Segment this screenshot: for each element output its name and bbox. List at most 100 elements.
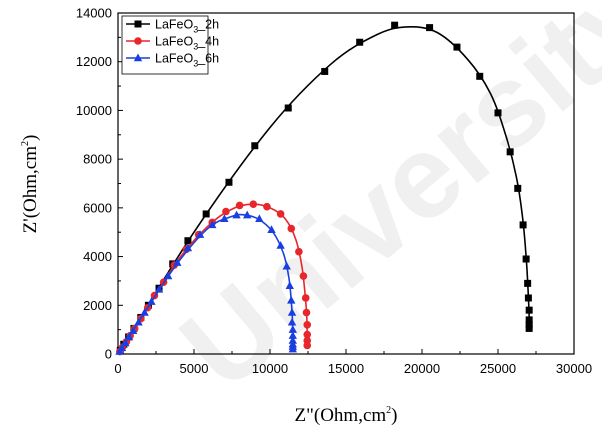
data-point (453, 43, 461, 51)
legend-label: LaFeO3_2h (155, 18, 219, 35)
data-point (222, 207, 230, 216)
x-tick-label: 15000 (328, 361, 364, 376)
data-point (184, 237, 192, 245)
data-point (263, 202, 271, 211)
x-tick-label: 25000 (480, 361, 516, 376)
x-axis-title: Z"(Ohm,cm2) (295, 405, 398, 426)
data-point (147, 297, 156, 305)
legend-item: LaFeO3_4h (126, 35, 219, 52)
data-point (287, 317, 297, 326)
data-point (287, 224, 296, 233)
data-point (276, 210, 285, 218)
axes: 0 5000 10000 15000 20000 25000 30000 0 2000 4000 6… (76, 6, 592, 377)
legend-label-main: LaFeO (155, 18, 193, 32)
data-point (232, 210, 241, 219)
data-point (288, 331, 297, 339)
legend-item: LaFeO3_6h (126, 52, 219, 69)
x-tick-label: 5000 (180, 361, 209, 376)
y-tick-label: 12000 (76, 54, 112, 69)
series-line (117, 26, 531, 355)
data-point (514, 184, 522, 192)
data-point (494, 109, 502, 117)
legend-label-sub: 3 (193, 59, 198, 69)
data-point (303, 330, 312, 339)
legend-label-sub: 3 (193, 42, 198, 52)
data-point (524, 279, 532, 287)
data-point (208, 220, 217, 229)
data-point (522, 255, 530, 263)
data-point (301, 294, 310, 302)
data-point (255, 214, 264, 223)
x-tick-label: 10000 (252, 361, 288, 376)
data-point (154, 284, 164, 293)
data-point (140, 308, 149, 316)
data-point (129, 326, 138, 335)
legend-label-suffix: _4h (197, 35, 219, 49)
data-point (220, 214, 229, 223)
data-point (303, 341, 312, 350)
y-tick-label: 0 (105, 347, 112, 362)
data-point (282, 261, 291, 270)
data-point (524, 294, 532, 302)
data-point (303, 320, 312, 329)
legend-label-main: LaFeO (155, 52, 193, 66)
data-point (525, 306, 533, 314)
data-point (243, 210, 252, 219)
y-tick-label: 2000 (83, 298, 112, 313)
data-point (321, 67, 329, 75)
data-point (202, 210, 210, 218)
legend-label: LaFeO3_4h (155, 35, 219, 52)
x-tick-label: 0 (114, 361, 121, 376)
data-point (235, 201, 244, 210)
series-0 (116, 21, 533, 355)
x-tick-label: 20000 (404, 361, 440, 376)
legend-label: LaFeO3_6h (155, 52, 219, 69)
data-point (117, 343, 127, 352)
data-point (356, 38, 364, 46)
y-tick-label: 14000 (76, 6, 112, 21)
legend-label-suffix: _6h (197, 52, 219, 66)
data-point (284, 104, 292, 112)
series-2 (115, 210, 297, 355)
y-tick-label: 8000 (83, 152, 112, 167)
data-point (391, 21, 399, 29)
watermark: University (157, 0, 602, 415)
legend-item: LaFeO3_2h (126, 18, 219, 35)
x-tick-label: 30000 (556, 361, 592, 376)
data-point (287, 308, 297, 316)
data-point (525, 316, 533, 324)
data-point (288, 344, 297, 353)
data-point (121, 338, 130, 347)
y-tick-label: 6000 (83, 200, 112, 215)
data-point (183, 243, 193, 252)
data-point (134, 317, 143, 326)
y-tick-label: 4000 (83, 249, 112, 264)
data-point (302, 308, 311, 317)
data-point (525, 321, 533, 329)
legend-marker (134, 37, 142, 45)
y-tick-label: 10000 (76, 103, 112, 118)
legend-marker (133, 53, 143, 62)
data-point (173, 258, 182, 266)
data-point (426, 24, 434, 32)
legend-label-suffix: _2h (197, 18, 219, 32)
data-point (249, 200, 258, 209)
legend-label-sub: 3 (193, 25, 198, 35)
data-point (251, 142, 259, 150)
y-axis-title: Z'(Ohm,cm2) (20, 135, 41, 234)
data-point (299, 272, 308, 280)
data-point (163, 271, 173, 280)
data-point (287, 295, 296, 304)
data-point (288, 325, 297, 333)
data-point (276, 241, 285, 249)
data-point (195, 230, 205, 238)
data-point (476, 72, 484, 80)
series-layer (115, 21, 533, 356)
legend-label-main: LaFeO (155, 35, 193, 49)
data-point (225, 178, 233, 186)
data-point (285, 281, 294, 289)
data-point (519, 221, 527, 229)
data-point (124, 332, 134, 341)
